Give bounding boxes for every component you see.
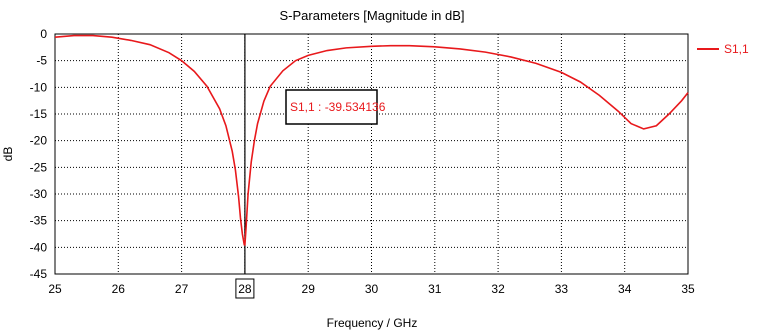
x-tick-label: 25 <box>48 282 62 296</box>
x-axis-title: Frequency / GHz <box>327 316 418 330</box>
legend-label-s11: S1,1 <box>724 42 749 56</box>
x-tick-label: 35 <box>681 282 695 296</box>
x-tick-label: 34 <box>618 282 632 296</box>
marker-annotation[interactable]: S1,1 : -39.534136 <box>285 89 386 125</box>
series-line-s11 <box>54 34 689 246</box>
x-tick-label: 28 <box>238 282 252 296</box>
y-axis-title: dB <box>1 147 15 162</box>
marker-annotation-box <box>285 89 378 125</box>
x-tick-label: 27 <box>175 282 189 296</box>
x-tick-highlight-box <box>235 278 255 299</box>
chart-title: S-Parameters [Magnitude in dB] <box>280 8 465 23</box>
x-tick-label: 26 <box>112 282 126 296</box>
y-tick-label: -20 <box>30 134 48 148</box>
y-tick-labels: 0 -5 -10 -15 -20 -25 -30 -35 -40 -45 <box>30 27 48 281</box>
y-tick-label: -30 <box>30 187 48 201</box>
x-tick-label: 32 <box>491 282 505 296</box>
y-tick-label: -5 <box>36 54 47 68</box>
y-tick-label: -35 <box>30 214 48 228</box>
legend[interactable]: S1,1 <box>697 42 749 56</box>
grid-lines <box>55 34 688 274</box>
x-tick-label: 31 <box>428 282 442 296</box>
x-tick-label: 29 <box>302 282 316 296</box>
x-tick-label: 33 <box>555 282 569 296</box>
marker-annotation-label: S1,1 : -39.534136 <box>290 100 386 114</box>
x-tick-labels: 25 26 27 28 29 30 31 32 33 34 35 <box>48 278 695 299</box>
y-tick-label: -25 <box>30 160 48 174</box>
y-tick-label: -15 <box>30 107 48 121</box>
y-tick-label: 0 <box>40 27 47 41</box>
y-tick-label: -10 <box>30 80 48 94</box>
x-tick-label: 30 <box>365 282 379 296</box>
y-tick-label: -45 <box>30 267 48 281</box>
y-tick-label: -40 <box>30 240 48 254</box>
